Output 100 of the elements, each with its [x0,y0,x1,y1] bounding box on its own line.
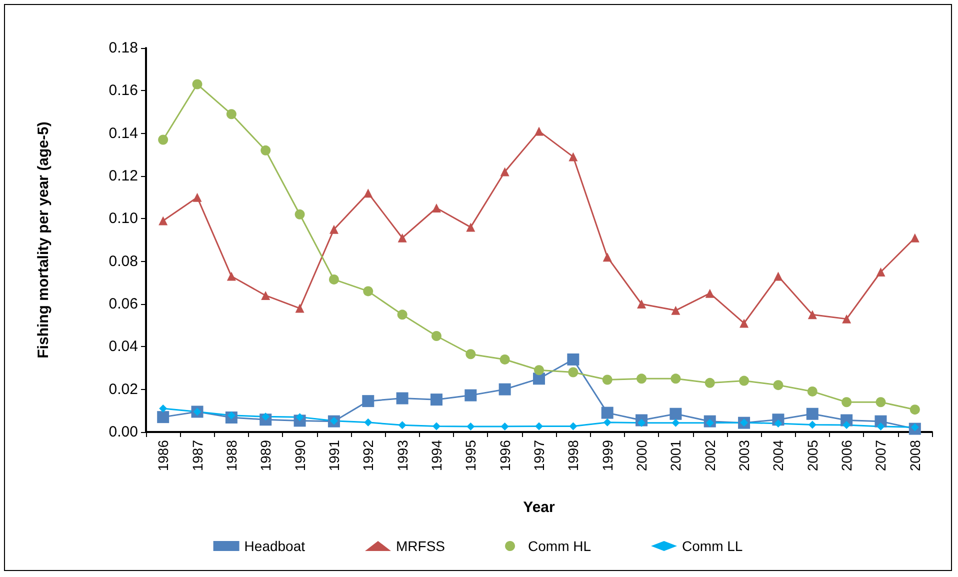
point [362,395,374,408]
point [568,152,578,162]
x-tick-label: 1995 [462,440,479,472]
point [637,300,646,308]
point [226,109,236,120]
point [535,422,543,430]
point [398,421,406,430]
x-tick-label: 1993 [394,440,410,472]
legend-label: Headboat [244,538,306,554]
point [157,411,170,424]
point [226,272,236,281]
point [432,204,441,212]
point [397,310,408,320]
point [602,374,612,385]
point [396,392,408,404]
x-tick-label: 1986 [155,440,172,472]
point [670,374,681,384]
point [670,408,682,420]
point [500,354,510,364]
legend-label: Comm HL [528,538,592,554]
x-tick-label: 1988 [223,440,240,472]
point [740,318,749,328]
point [567,353,580,366]
point [295,304,304,313]
x-tick-label: 2008 [906,440,923,472]
x-tick-label: 2005 [804,440,820,472]
y-tick-label: 0.18 [108,40,138,56]
point [603,418,612,426]
point [464,389,477,402]
x-tick-label: 2003 [736,440,752,472]
point [876,268,886,276]
point [431,331,442,341]
point [260,145,271,156]
point [568,367,578,378]
legend-label: MRFSS [396,538,446,554]
x-tick-label: 2000 [634,440,650,472]
point [466,222,476,232]
y-tick-label: 0.02 [108,380,138,398]
point [466,422,475,430]
legend-label: Comm LL [682,538,743,554]
point [158,134,168,145]
point [808,310,817,320]
point [773,380,784,390]
x-tick-label: 1994 [428,440,444,472]
point [910,233,920,242]
x-tick-label: 2004 [770,440,786,472]
point [601,406,614,419]
y-tick-label: 0.16 [108,82,138,100]
x-tick-label: 1989 [258,440,274,472]
point [466,349,476,360]
point [808,420,816,429]
point [636,374,647,384]
point [364,188,373,198]
point [329,224,338,234]
y-tick-label: 0.00 [108,424,138,440]
point [294,209,305,220]
point [807,386,818,396]
point [364,418,372,426]
point [192,192,202,202]
point [398,233,407,242]
x-tick-label: 1990 [292,440,308,472]
point [363,286,374,296]
point [671,306,680,315]
x-tick-label: 2002 [702,440,718,472]
point [739,376,750,386]
point [774,272,783,281]
x-tick-label: 1997 [531,440,547,472]
point [534,126,544,136]
y-tick-label: 0.10 [108,210,138,228]
point [158,216,168,226]
point [500,167,510,176]
point [842,420,851,429]
y-axis-title: Fishing mortality per year (age-5) [35,122,52,358]
y-tick-label: 0.14 [108,124,138,142]
x-tick-label: 1992 [360,440,376,472]
x-tick-label: 2006 [838,440,855,472]
point [569,422,578,430]
point [430,394,442,406]
x-axis-title: Year [523,499,556,516]
point [876,422,885,430]
x-tick-label: 1991 [326,440,342,472]
point [602,252,612,262]
y-tick-label: 0.04 [108,338,138,356]
point [705,288,714,298]
point [328,274,339,284]
point [842,397,852,408]
point [159,404,168,413]
x-tick-label: 1987 [189,440,206,472]
point [876,397,886,408]
y-tick-label: 0.06 [108,296,138,312]
point [498,383,511,396]
point [704,378,715,388]
point [500,422,509,430]
x-tick-label: 2007 [872,440,889,472]
x-tick-label: 1999 [599,440,616,472]
x-tick-label: 1998 [565,440,582,472]
x-tick-label: 1996 [496,440,513,472]
point [842,314,852,324]
point [806,408,818,420]
x-tick-label: 2001 [668,440,684,472]
